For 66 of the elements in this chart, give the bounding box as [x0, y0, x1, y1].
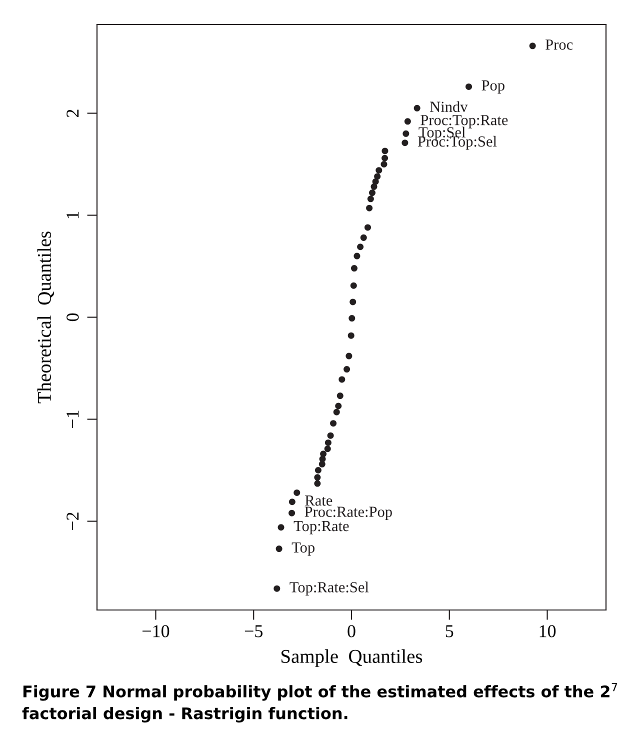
point — [327, 432, 334, 439]
x-tick-label: 5 — [446, 625, 454, 638]
point — [374, 173, 381, 180]
annotation: Top — [292, 542, 315, 556]
point — [529, 42, 536, 50]
point — [368, 190, 376, 196]
point — [318, 460, 326, 468]
annotation: Proc:Top:Rate — [420, 115, 508, 128]
point — [402, 140, 408, 146]
point — [333, 408, 340, 416]
point — [402, 130, 410, 137]
point — [357, 244, 364, 250]
annotation: Pop — [482, 80, 504, 94]
point — [276, 546, 282, 552]
point — [338, 376, 346, 383]
point — [367, 196, 374, 202]
point — [324, 446, 331, 452]
point — [274, 585, 280, 592]
x-tick-label: −10 — [142, 625, 170, 638]
y-axis-title: Theoretical Quantiles — [37, 232, 54, 404]
point — [354, 252, 360, 260]
point — [314, 480, 321, 487]
point — [294, 489, 300, 496]
point — [382, 148, 388, 154]
point — [360, 234, 367, 241]
annotation: Proc:Rate:Pop — [304, 506, 392, 520]
point — [336, 392, 344, 400]
point — [348, 332, 354, 339]
annotation: Nindv — [430, 101, 468, 112]
point — [366, 204, 373, 212]
y-tick-label: −1 — [66, 410, 79, 428]
annotation: Top:Rate:Sel — [290, 582, 369, 596]
x-tick-label: −5 — [244, 625, 263, 638]
point — [376, 167, 382, 174]
text: Figure 7 Normal probability plot of the estimated effects of the 2$^{7}$ factorial design - Rastrigin function. — [22, 683, 618, 723]
x-tick-label: 0 — [348, 625, 356, 638]
y-tick-label: 0 — [66, 313, 79, 322]
point — [330, 420, 337, 427]
y-tick-label: 2 — [66, 110, 79, 117]
point — [370, 183, 378, 190]
annotation: Rate — [305, 496, 332, 506]
point — [380, 160, 388, 168]
point — [466, 83, 472, 90]
point — [314, 467, 322, 474]
x-axis-title: Sample Quantiles — [282, 649, 422, 667]
point — [414, 104, 420, 112]
point — [288, 498, 296, 506]
point — [288, 510, 296, 516]
annotation: Proc — [546, 40, 573, 50]
point — [324, 439, 332, 446]
point — [364, 224, 372, 231]
y-tick-label: −2 — [66, 512, 79, 530]
annotation: Top:Rate — [294, 521, 349, 534]
point — [350, 298, 356, 306]
y-tick-label: 1 — [66, 212, 79, 218]
point — [382, 154, 388, 162]
point — [278, 524, 284, 531]
point — [350, 282, 357, 289]
point — [314, 474, 321, 481]
point — [344, 366, 350, 373]
x-tick-label: 10 — [540, 625, 556, 638]
point — [350, 265, 358, 272]
point — [346, 352, 352, 360]
point — [348, 315, 356, 322]
point — [404, 118, 411, 125]
point — [335, 402, 342, 410]
